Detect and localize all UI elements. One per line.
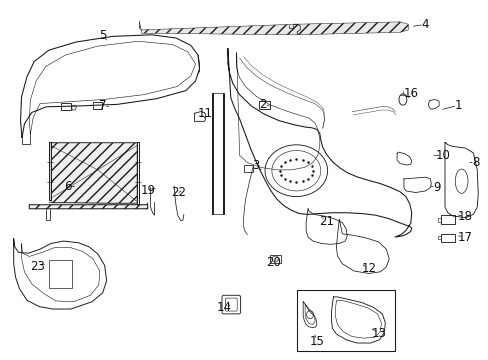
Text: 2: 2 <box>259 98 266 111</box>
Text: 17: 17 <box>457 230 472 243</box>
Bar <box>297 289 394 351</box>
Text: 8: 8 <box>471 156 479 169</box>
Polygon shape <box>139 21 407 35</box>
Text: 19: 19 <box>141 184 156 197</box>
Polygon shape <box>29 205 147 209</box>
Text: 10: 10 <box>435 149 449 162</box>
Text: 21: 21 <box>319 215 333 228</box>
Text: 14: 14 <box>216 301 231 314</box>
Bar <box>440 215 454 224</box>
Text: 4: 4 <box>421 18 428 31</box>
Text: 5: 5 <box>99 29 106 42</box>
Text: 6: 6 <box>63 180 71 193</box>
Bar <box>440 234 454 242</box>
Text: 9: 9 <box>432 181 440 194</box>
Text: 18: 18 <box>457 210 472 223</box>
Polygon shape <box>51 143 137 203</box>
Text: 7: 7 <box>99 99 106 112</box>
Bar <box>61 103 71 110</box>
Text: 1: 1 <box>454 99 462 112</box>
Bar <box>269 255 280 263</box>
Text: 3: 3 <box>252 159 260 172</box>
Bar <box>259 101 269 109</box>
Text: 20: 20 <box>266 256 281 269</box>
Text: 11: 11 <box>198 107 212 120</box>
Text: 13: 13 <box>371 327 386 340</box>
Bar <box>93 102 102 109</box>
Text: 22: 22 <box>171 186 186 199</box>
Bar <box>243 165 253 172</box>
Text: 15: 15 <box>309 335 324 348</box>
Text: 23: 23 <box>30 260 44 273</box>
Text: 12: 12 <box>361 262 375 275</box>
Bar <box>49 261 72 288</box>
Text: 16: 16 <box>403 86 417 99</box>
